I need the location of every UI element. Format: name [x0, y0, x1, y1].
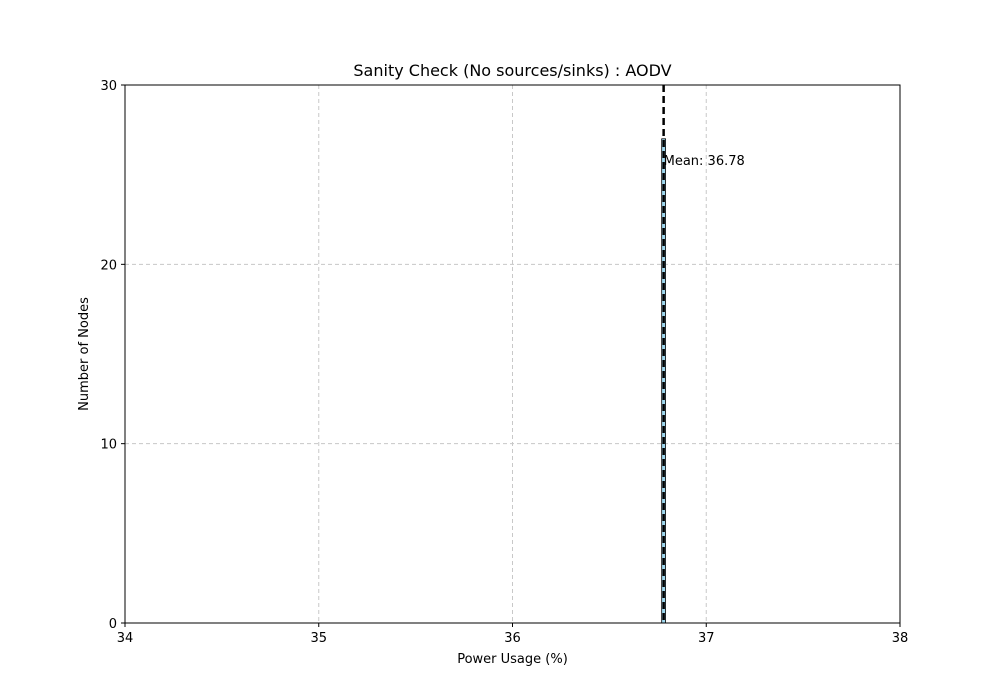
chart-title: Sanity Check (No sources/sinks) : AODV — [353, 61, 671, 80]
x-tick-label: 37 — [698, 631, 715, 646]
y-axis-label: Number of Nodes — [77, 297, 92, 411]
x-axis-label: Power Usage (%) — [457, 652, 568, 667]
mean-line-group: Mean: 36.78 — [662, 85, 745, 623]
y-tick-label: 10 — [100, 438, 117, 453]
x-tick-label: 38 — [892, 631, 909, 646]
x-tick-label: 35 — [310, 631, 327, 646]
y-tick-label: 20 — [100, 258, 117, 273]
y-tick-label: 30 — [100, 79, 117, 94]
grid-lines — [125, 85, 900, 623]
x-tick-label: 34 — [117, 631, 134, 646]
y-tick-label: 0 — [109, 617, 117, 632]
x-axis-ticks: 34 35 36 37 38 — [117, 623, 909, 646]
y-axis-ticks: 0 10 20 30 — [100, 79, 125, 632]
mean-annotation: Mean: 36.78 — [664, 154, 745, 169]
x-tick-label: 36 — [504, 631, 521, 646]
